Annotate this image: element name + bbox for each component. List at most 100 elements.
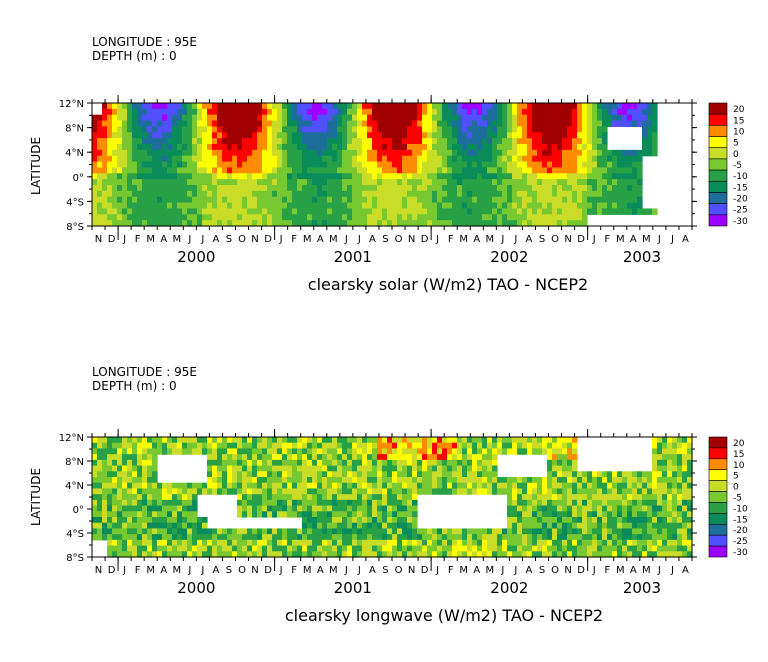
heatmap-cell xyxy=(372,539,378,547)
heatmap-cell xyxy=(427,477,433,484)
heatmap-cell xyxy=(287,196,293,204)
heatmap-cell xyxy=(412,517,418,524)
heatmap-cell xyxy=(312,120,318,128)
heatmap-cell xyxy=(142,114,148,122)
heatmap-cell xyxy=(677,454,683,461)
heatmap-cell xyxy=(232,545,238,552)
heatmap-cell xyxy=(587,534,593,541)
heatmap-cell xyxy=(342,522,348,530)
colorbar-label: 20 xyxy=(733,105,745,115)
heatmap-cell xyxy=(327,454,333,461)
heatmap-cell xyxy=(112,103,118,110)
heatmap-cell xyxy=(642,545,648,552)
heatmap-cell xyxy=(592,494,598,501)
heatmap-cell xyxy=(527,220,533,227)
heatmap-cell xyxy=(357,108,363,116)
heatmap-cell xyxy=(347,202,353,210)
heatmap-cell xyxy=(367,471,373,478)
heatmap-cell xyxy=(477,534,483,541)
month-tick-label: J xyxy=(122,234,126,245)
heatmap-cell xyxy=(212,528,218,535)
heatmap-cell xyxy=(117,103,123,110)
heatmap-cell xyxy=(472,126,478,133)
heatmap-cell xyxy=(382,108,388,116)
heatmap-cell xyxy=(272,179,278,186)
heatmap-cell xyxy=(202,534,208,541)
heatmap-cell xyxy=(592,517,598,524)
heatmap-cell xyxy=(132,185,138,192)
heatmap-cell xyxy=(177,114,183,122)
heatmap-cell xyxy=(207,471,213,478)
heatmap-cell xyxy=(612,108,618,116)
heatmap-cell xyxy=(307,477,313,484)
heatmap-cell xyxy=(337,437,343,444)
heatmap-cell xyxy=(172,220,178,227)
heatmap-cell xyxy=(417,551,423,558)
heatmap-cell xyxy=(202,103,208,110)
heatmap-cell xyxy=(147,120,153,128)
heatmap-cell xyxy=(127,477,133,484)
heatmap-cell xyxy=(612,505,618,512)
heatmap-cell xyxy=(417,442,423,450)
heatmap-cell xyxy=(547,149,553,157)
heatmap-cell xyxy=(287,482,293,490)
heatmap-cell xyxy=(122,120,128,128)
heatmap-cell xyxy=(547,220,553,227)
heatmap-cell xyxy=(547,202,553,210)
heatmap-cell xyxy=(527,208,533,215)
heatmap-cell xyxy=(92,494,98,501)
heatmap-cell xyxy=(607,471,613,478)
heatmap-cell xyxy=(637,179,643,186)
heatmap-cell xyxy=(282,108,288,116)
heatmap-cell xyxy=(547,528,553,535)
month-tick-label: J xyxy=(279,234,283,245)
heatmap-cell xyxy=(677,539,683,547)
heatmap-cell xyxy=(677,448,683,455)
heatmap-cell xyxy=(272,534,278,541)
heatmap-cell xyxy=(337,454,343,461)
heatmap-cell xyxy=(307,173,313,180)
heatmap-cell xyxy=(102,173,108,180)
heatmap-cell xyxy=(637,103,643,110)
heatmap-cell xyxy=(382,488,388,495)
heatmap-cell xyxy=(357,208,363,215)
heatmap-cell xyxy=(92,534,98,541)
heatmap-cell xyxy=(357,149,363,157)
heatmap-cell xyxy=(512,477,518,484)
heatmap-cell xyxy=(257,511,263,518)
heatmap-cell xyxy=(302,149,308,157)
heatmap-cell xyxy=(217,454,223,461)
heatmap-cell xyxy=(652,494,658,501)
heatmap-cell xyxy=(347,214,353,221)
heatmap-cell xyxy=(452,144,458,151)
heatmap-cell xyxy=(462,477,468,484)
heatmap-cell xyxy=(427,144,433,151)
heatmap-cell xyxy=(472,488,478,495)
heatmap-cell xyxy=(597,190,603,198)
month-tick-label: M xyxy=(146,565,155,576)
heatmap-cell xyxy=(382,120,388,128)
heatmap-cell xyxy=(442,488,448,495)
heatmap-cell xyxy=(377,190,383,198)
month-tick-label: D xyxy=(421,565,429,576)
heatmap-cell xyxy=(137,488,143,495)
heatmap-cell xyxy=(352,114,358,122)
heatmap-cell xyxy=(487,454,493,461)
heatmap-cell xyxy=(652,459,658,467)
heatmap-cell xyxy=(127,155,133,163)
heatmap-cell xyxy=(612,185,618,192)
heatmap-cell xyxy=(397,202,403,210)
heatmap-cell xyxy=(307,442,313,450)
heatmap-cell xyxy=(437,465,443,472)
heatmap-cell xyxy=(307,471,313,478)
heatmap-cell xyxy=(362,132,368,139)
heatmap-cell xyxy=(337,179,343,186)
colorbar-swatch xyxy=(708,113,728,126)
heatmap-cell xyxy=(277,494,283,501)
heatmap-cell xyxy=(427,488,433,495)
heatmap-cell xyxy=(112,534,118,541)
heatmap-cell xyxy=(162,437,168,444)
heatmap-cell xyxy=(357,505,363,512)
heatmap-cell xyxy=(617,208,623,215)
heatmap-cell xyxy=(612,120,618,128)
